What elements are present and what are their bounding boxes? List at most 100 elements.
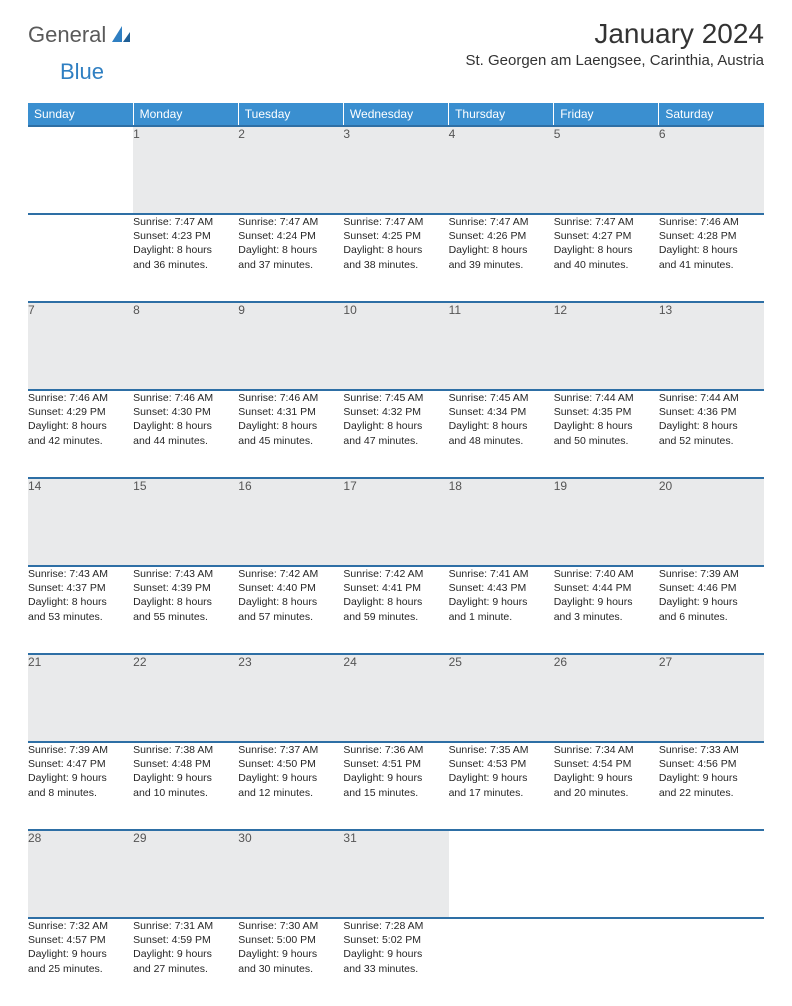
sunrise-text: Sunrise: 7:37 AM (238, 743, 343, 757)
day-number-row: 21222324252627 (28, 654, 764, 742)
day-number-cell: 13 (659, 302, 764, 390)
day-data-cell (554, 918, 659, 1006)
sunrise-text: Sunrise: 7:31 AM (133, 919, 238, 933)
daylight-text-line1: Daylight: 9 hours (659, 595, 764, 609)
day-data-cell: Sunrise: 7:46 AMSunset: 4:28 PMDaylight:… (659, 214, 764, 302)
sunrise-text: Sunrise: 7:35 AM (449, 743, 554, 757)
sunrise-text: Sunrise: 7:44 AM (659, 391, 764, 405)
sunset-text: Sunset: 4:24 PM (238, 229, 343, 243)
day-data-cell (28, 214, 133, 302)
daylight-text-line1: Daylight: 9 hours (28, 947, 133, 961)
day-number-cell: 24 (343, 654, 448, 742)
sunset-text: Sunset: 4:39 PM (133, 581, 238, 595)
day-data-row: Sunrise: 7:43 AMSunset: 4:37 PM Daylight:… (28, 566, 764, 654)
day-number-cell: 10 (343, 302, 448, 390)
day-number-cell (659, 830, 764, 918)
sunset-text: Sunset: 4:34 PM (449, 405, 554, 419)
day-number-cell: 17 (343, 478, 448, 566)
sunset-text: Sunset: 4:37 PM (28, 581, 133, 595)
calendar-table: Sunday Monday Tuesday Wednesday Thursday… (28, 103, 764, 1006)
sunrise-text: Sunrise: 7:45 AM (449, 391, 554, 405)
daylight-text-line2: and 48 minutes. (449, 434, 554, 448)
day-number-cell: 6 (659, 126, 764, 214)
day-data-cell: Sunrise: 7:46 AMSunset: 4:30 PMDaylight:… (133, 390, 238, 478)
weekday-header: Monday (133, 103, 238, 126)
day-number-cell: 12 (554, 302, 659, 390)
day-data-cell: Sunrise: 7:45 AMSunset: 4:32 PMDaylight:… (343, 390, 448, 478)
weekday-header: Sunday (28, 103, 133, 126)
daylight-text-line2: and 8 minutes. (28, 786, 133, 800)
day-number-cell: 4 (449, 126, 554, 214)
sunrise-text: Sunrise: 7:47 AM (238, 215, 343, 229)
sunset-text: Sunset: 4:51 PM (343, 757, 448, 771)
day-data-cell: Sunrise: 7:38 AMSunset: 4:48 PMDaylight:… (133, 742, 238, 830)
day-number-row: 14151617181920 (28, 478, 764, 566)
day-data-cell: Sunrise: 7:44 AMSunset: 4:35 PMDaylight:… (554, 390, 659, 478)
daylight-text-line1: Daylight: 8 hours (449, 243, 554, 257)
sunrise-text: Sunrise: 7:42 AM (238, 567, 343, 581)
day-number-cell: 7 (28, 302, 133, 390)
day-data-row: Sunrise: 7:46 AM Sunset: 4:29 PM Daylight:… (28, 390, 764, 478)
sunset-text: Sunset: 4:29 PM (28, 405, 133, 419)
weekday-header: Saturday (659, 103, 764, 126)
day-number-cell: 25 (449, 654, 554, 742)
day-number-cell: 18 (449, 478, 554, 566)
day-data-cell: Sunrise: 7:46 AMSunset: 4:31 PMDaylight:… (238, 390, 343, 478)
day-number-cell: 14 (28, 478, 133, 566)
daylight-text-line2: and 33 minutes. (343, 962, 448, 976)
daylight-text-line1: Daylight: 9 hours (133, 947, 238, 961)
weekday-header-row: Sunday Monday Tuesday Wednesday Thursday… (28, 103, 764, 126)
daylight-text-line1: Daylight: 8 hours (133, 243, 238, 257)
daylight-text-line2: and 12 minutes. (238, 786, 343, 800)
sunset-text: Sunset: 4:36 PM (659, 405, 764, 419)
day-number-cell: 20 (659, 478, 764, 566)
day-number-cell: 5 (554, 126, 659, 214)
day-data-cell: Sunrise: 7:42 AMSunset: 4:41 PMDaylight:… (343, 566, 448, 654)
sunset-text: Sunset: 4:26 PM (449, 229, 554, 243)
daylight-text-line1: Daylight: 8 hours (659, 419, 764, 433)
daylight-text-line1: Daylight: 8 hours (659, 243, 764, 257)
sunrise-text: Sunrise: 7:34 AM (554, 743, 659, 757)
sunset-text: Sunset: 4:44 PM (554, 581, 659, 595)
day-data-cell (659, 918, 764, 1006)
daylight-text-line1: Daylight: 9 hours (343, 771, 448, 785)
day-number-cell: 31 (343, 830, 448, 918)
day-number-cell: 27 (659, 654, 764, 742)
sunrise-text: Sunrise: 7:45 AM (343, 391, 448, 405)
day-data-row: Sunrise: 7:47 AMSunset: 4:23 PMDaylight:… (28, 214, 764, 302)
day-data-cell: Sunrise: 7:30 AMSunset: 5:00 PMDaylight:… (238, 918, 343, 1006)
sunrise-text: Sunrise: 7:40 AM (554, 567, 659, 581)
day-number-cell (554, 830, 659, 918)
sunset-text: Sunset: 4:54 PM (554, 757, 659, 771)
sunrise-text: Sunrise: 7:28 AM (343, 919, 448, 933)
day-number-row: 123456 (28, 126, 764, 214)
day-data-cell: Sunrise: 7:32 AMSunset: 4:57 PMDaylight:… (28, 918, 133, 1006)
daylight-text-line1: Daylight: 9 hours (133, 771, 238, 785)
daylight-text-line1: Daylight: 8 hours (238, 243, 343, 257)
daylight-text-line1: Daylight: 8 hours (343, 243, 448, 257)
day-data-cell: Sunrise: 7:47 AMSunset: 4:25 PMDaylight:… (343, 214, 448, 302)
day-data-cell: Sunrise: 7:39 AMSunset: 4:46 PMDaylight:… (659, 566, 764, 654)
day-data-cell: Sunrise: 7:28 AMSunset: 5:02 PMDaylight:… (343, 918, 448, 1006)
day-data-row: Sunrise: 7:39 AMSunset: 4:47 PMDaylight:… (28, 742, 764, 830)
day-data-cell: Sunrise: 7:33 AMSunset: 4:56 PMDaylight:… (659, 742, 764, 830)
sunset-text: Sunset: 4:47 PM (28, 757, 133, 771)
day-number-cell: 19 (554, 478, 659, 566)
sunrise-text: Sunrise: 7:43 AM (28, 567, 133, 581)
day-number-cell: 2 (238, 126, 343, 214)
day-number-cell: 22 (133, 654, 238, 742)
day-number-cell: 29 (133, 830, 238, 918)
sunset-text: Sunset: 4:50 PM (238, 757, 343, 771)
daylight-text-line2: and 52 minutes. (659, 434, 764, 448)
daylight-text-line2: and 25 minutes. (28, 962, 133, 976)
daylight-text-line1: Daylight: 9 hours (554, 595, 659, 609)
day-number-cell: 23 (238, 654, 343, 742)
daylight-text-line1: Daylight: 9 hours (238, 771, 343, 785)
sunset-text: Sunset: 4:59 PM (133, 933, 238, 947)
sunrise-text: Sunrise: 7:46 AM (238, 391, 343, 405)
sunset-text: Sunset: 4:23 PM (133, 229, 238, 243)
logo-sail-icon (110, 24, 132, 46)
day-data-cell: Sunrise: 7:36 AMSunset: 4:51 PMDaylight:… (343, 742, 448, 830)
daylight-text-line2: and 40 minutes. (554, 258, 659, 272)
day-number-cell: 16 (238, 478, 343, 566)
